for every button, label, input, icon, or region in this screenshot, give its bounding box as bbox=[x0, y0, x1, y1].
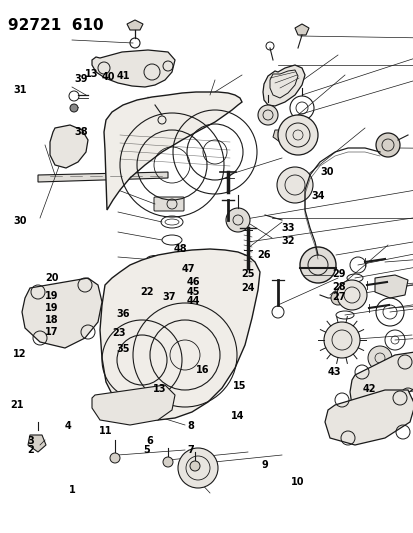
Polygon shape bbox=[262, 65, 304, 106]
Text: 11: 11 bbox=[99, 426, 112, 435]
Text: 32: 32 bbox=[280, 236, 294, 246]
FancyBboxPatch shape bbox=[144, 277, 164, 289]
Circle shape bbox=[375, 133, 399, 157]
Text: 6: 6 bbox=[146, 437, 153, 446]
Polygon shape bbox=[104, 92, 242, 210]
Circle shape bbox=[257, 105, 277, 125]
Text: 13: 13 bbox=[85, 69, 98, 78]
Text: 48: 48 bbox=[173, 245, 186, 254]
Text: 20: 20 bbox=[45, 273, 58, 283]
Circle shape bbox=[70, 104, 78, 112]
Polygon shape bbox=[349, 352, 413, 412]
Text: 35: 35 bbox=[116, 344, 130, 354]
Text: 44: 44 bbox=[187, 296, 200, 306]
Text: 22: 22 bbox=[140, 287, 153, 297]
Text: 30: 30 bbox=[320, 167, 333, 176]
Polygon shape bbox=[374, 275, 407, 298]
Polygon shape bbox=[50, 125, 88, 168]
Text: 40: 40 bbox=[102, 72, 115, 82]
Text: 41: 41 bbox=[116, 71, 130, 80]
Polygon shape bbox=[294, 24, 308, 35]
Text: 42: 42 bbox=[362, 384, 375, 394]
Text: 27: 27 bbox=[332, 293, 345, 302]
Text: 31: 31 bbox=[13, 85, 26, 94]
Text: 39: 39 bbox=[74, 74, 87, 84]
Text: 4: 4 bbox=[65, 422, 71, 431]
Text: 25: 25 bbox=[241, 270, 254, 279]
Circle shape bbox=[365, 370, 389, 394]
Text: 17: 17 bbox=[45, 327, 58, 336]
Text: 18: 18 bbox=[45, 315, 58, 325]
Circle shape bbox=[190, 461, 199, 471]
Text: 47: 47 bbox=[181, 264, 195, 274]
Circle shape bbox=[367, 346, 391, 370]
Text: 15: 15 bbox=[233, 382, 246, 391]
Polygon shape bbox=[22, 278, 102, 348]
Text: 16: 16 bbox=[196, 366, 209, 375]
Circle shape bbox=[277, 115, 317, 155]
Text: 45: 45 bbox=[187, 287, 200, 297]
Text: 46: 46 bbox=[187, 278, 200, 287]
Text: 12: 12 bbox=[13, 350, 26, 359]
FancyBboxPatch shape bbox=[154, 197, 183, 211]
Text: 33: 33 bbox=[280, 223, 294, 233]
Text: 23: 23 bbox=[112, 328, 126, 338]
Polygon shape bbox=[28, 435, 46, 452]
Circle shape bbox=[110, 453, 120, 463]
Polygon shape bbox=[92, 385, 175, 425]
Text: 29: 29 bbox=[332, 270, 345, 279]
Text: 8: 8 bbox=[187, 422, 193, 431]
Text: 10: 10 bbox=[291, 478, 304, 487]
Text: 13: 13 bbox=[152, 384, 166, 394]
Circle shape bbox=[178, 448, 218, 488]
Text: 37: 37 bbox=[162, 293, 175, 302]
Text: 19: 19 bbox=[45, 291, 58, 301]
Polygon shape bbox=[38, 172, 168, 182]
Circle shape bbox=[163, 457, 173, 467]
Circle shape bbox=[299, 247, 335, 283]
Polygon shape bbox=[127, 20, 142, 30]
Text: 19: 19 bbox=[45, 303, 58, 313]
Text: 5: 5 bbox=[143, 446, 150, 455]
Polygon shape bbox=[272, 130, 285, 142]
Text: 92721  610: 92721 610 bbox=[8, 18, 103, 33]
Circle shape bbox=[225, 208, 249, 232]
Circle shape bbox=[330, 291, 344, 305]
Text: 14: 14 bbox=[231, 411, 244, 421]
Text: 30: 30 bbox=[13, 216, 26, 226]
Text: 21: 21 bbox=[11, 400, 24, 410]
Text: 7: 7 bbox=[187, 446, 193, 455]
Text: 36: 36 bbox=[116, 310, 130, 319]
Text: 24: 24 bbox=[241, 283, 254, 293]
Polygon shape bbox=[324, 390, 413, 445]
Text: 34: 34 bbox=[311, 191, 324, 201]
Text: 43: 43 bbox=[327, 367, 340, 377]
Text: 28: 28 bbox=[332, 282, 345, 292]
Text: 26: 26 bbox=[257, 250, 270, 260]
Circle shape bbox=[336, 280, 366, 310]
Circle shape bbox=[276, 167, 312, 203]
Polygon shape bbox=[100, 249, 259, 420]
Polygon shape bbox=[92, 50, 175, 87]
Text: 9: 9 bbox=[261, 460, 268, 470]
Circle shape bbox=[323, 322, 359, 358]
Text: 3: 3 bbox=[28, 437, 34, 446]
Text: 2: 2 bbox=[28, 446, 34, 455]
Text: 1: 1 bbox=[69, 486, 76, 495]
Text: 38: 38 bbox=[74, 127, 87, 137]
